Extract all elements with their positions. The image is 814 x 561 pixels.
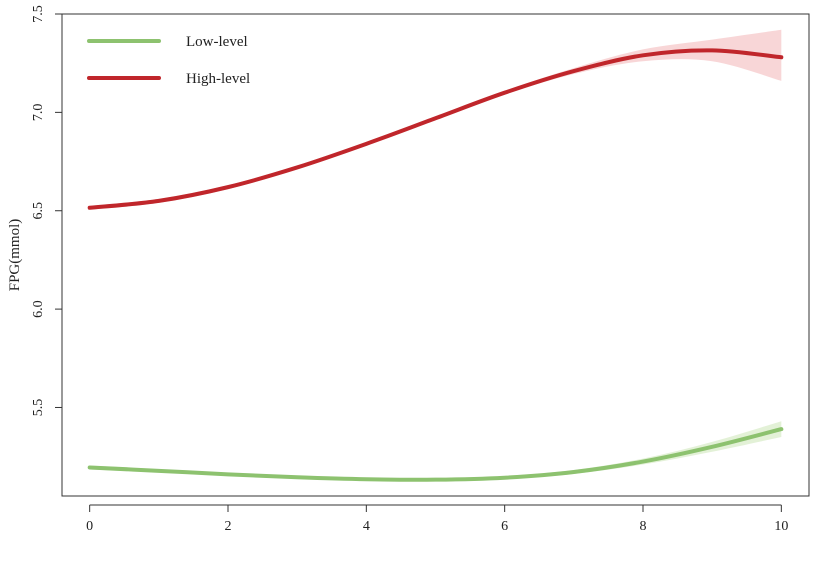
x-tick-label: 4 xyxy=(363,519,370,534)
plot-frame xyxy=(61,13,810,497)
series-lines xyxy=(87,48,784,482)
y-tick-label: 5.5 xyxy=(31,399,46,417)
x-tick-label: 8 xyxy=(640,519,647,534)
y-tick-label: 6.5 xyxy=(31,202,46,220)
y-tick-label: 6.0 xyxy=(31,300,46,318)
y-axis: 5.5 6.0 6.5 7.0 7.5 xyxy=(31,5,63,417)
x-tick-label: 10 xyxy=(774,519,788,534)
legend-label: Low-level xyxy=(186,34,248,50)
y-axis-label: FPG(mmol) xyxy=(7,219,23,292)
x-axis: 0 2 4 6 8 10 xyxy=(86,504,788,534)
confidence-bands xyxy=(89,29,782,482)
x-tick-label: 0 xyxy=(86,519,93,534)
legend: Low-level High-level xyxy=(87,34,250,87)
y-tick-label: 7.5 xyxy=(31,5,46,23)
x-tick-label: 6 xyxy=(501,519,508,534)
series-line-low-level xyxy=(87,427,784,482)
series-line-high-level xyxy=(87,48,784,210)
x-tick-label: 2 xyxy=(225,519,232,534)
legend-label: High-level xyxy=(186,71,250,87)
y-tick-label: 7.0 xyxy=(31,104,46,122)
